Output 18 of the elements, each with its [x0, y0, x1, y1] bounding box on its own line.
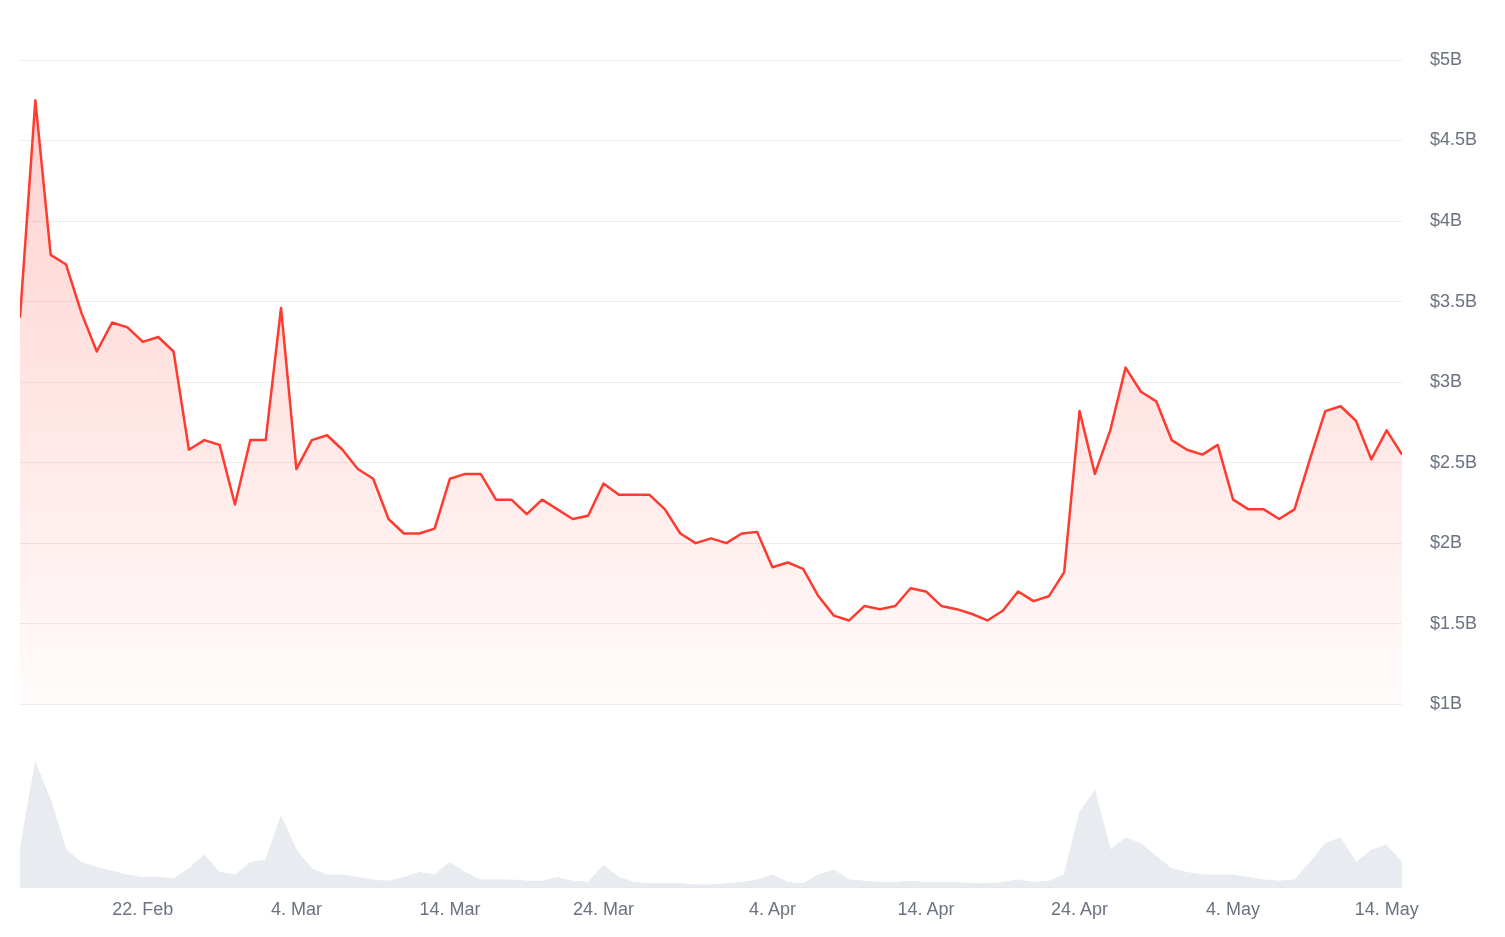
x-tick-label: 14. Apr [897, 899, 955, 920]
x-tick-label: 4. May [1206, 899, 1261, 920]
y-tick-label: $2B [1430, 532, 1463, 553]
x-tick-label: 24. Apr [1051, 899, 1109, 920]
y-tick-label: $5B [1430, 48, 1463, 69]
x-tick-label: 4. Apr [748, 899, 796, 920]
y-tick-label: $1B [1430, 693, 1463, 714]
x-tick-label: 14. Mar [419, 899, 481, 920]
x-tick-label: 24. Mar [573, 899, 635, 920]
y-tick-label: $1.5B [1430, 612, 1478, 633]
y-tick-label: $3.5B [1430, 290, 1478, 311]
x-tick-label: 22. Feb [112, 899, 174, 920]
x-tick-label: 14. May [1354, 899, 1419, 920]
y-tick-label: $2.5B [1430, 451, 1478, 472]
x-tick-label: 4. Mar [270, 899, 322, 920]
y-tick-label: $4B [1430, 210, 1463, 231]
y-tick-label: $4.5B [1430, 129, 1478, 150]
y-tick-label: $3B [1430, 371, 1463, 392]
